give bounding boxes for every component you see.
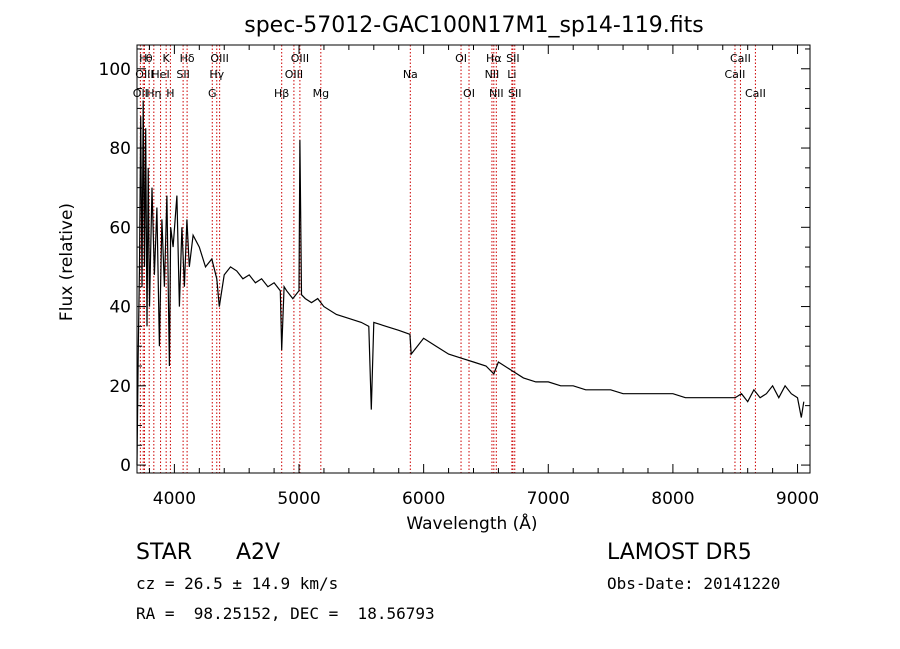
line-marker-label: SII <box>506 52 519 65</box>
x-tick-label: 7000 <box>527 489 570 509</box>
x-tick-label: 5000 <box>277 489 320 509</box>
line-marker-label: NII <box>489 87 504 100</box>
redshift-velocity: cz = 26.5 ± 14.9 km/s <box>136 574 339 593</box>
line-marker-label: Na <box>403 68 418 81</box>
line-marker-label: Mg <box>313 87 329 100</box>
line-marker-label: CaII <box>745 87 766 100</box>
y-tick-label: 20 <box>109 377 131 397</box>
plot-frame <box>136 44 811 474</box>
x-axis-ticks: 4000 5000 6000 7000 8000 9000 <box>148 45 819 509</box>
survey-name: LAMOST DR5 <box>607 540 752 565</box>
line-marker-label: HeI <box>151 68 169 81</box>
line-marker-label: SII <box>508 87 521 100</box>
chart-title: spec-57012-GAC100N17M1_sp14-119.fits <box>244 13 704 38</box>
line-marker-label: CaII <box>730 52 751 65</box>
object-class: STAR <box>136 540 193 565</box>
line-marker-label: OIII <box>291 52 309 65</box>
y-axis-label: Flux (relative) <box>57 203 77 321</box>
y-tick-label: 60 <box>109 218 131 238</box>
line-marker-label: OIII <box>210 52 228 65</box>
y-tick-label: 100 <box>99 60 131 80</box>
x-axis-label: Wavelength (Å) <box>406 512 537 534</box>
line-marker-label: Hδ <box>180 52 195 65</box>
line-marker-label: NII <box>485 68 500 81</box>
object-subclass: A2V <box>236 540 281 565</box>
line-marker-label: Li <box>507 68 516 81</box>
line-marker-label: SII <box>176 68 189 81</box>
line-marker-label: CaII <box>725 68 746 81</box>
line-marker-label: OI <box>463 87 475 100</box>
line-marker-label: K <box>163 52 171 65</box>
line-marker-label: Hη <box>146 87 161 100</box>
spectrum-series-line <box>136 100 805 466</box>
line-marker-label: G <box>208 87 217 100</box>
line-marker-label: Hα <box>486 52 502 65</box>
x-tick-label: 8000 <box>651 489 694 509</box>
x-tick-label: 9000 <box>776 489 819 509</box>
x-tick-label: 6000 <box>402 489 445 509</box>
y-tick-label: 40 <box>109 298 131 318</box>
y-axis-ticks: 0 20 40 60 80 100 <box>99 48 810 476</box>
x-tick-label: 4000 <box>153 489 196 509</box>
line-marker-label: H <box>166 87 174 100</box>
observation-date: Obs-Date: 20141220 <box>607 574 781 593</box>
line-marker-labels: OIIHOIIIθHηHeIKHSIIHδGHγOIIIHβOIIIOIIIMg… <box>133 52 766 100</box>
line-marker-label: θ <box>146 52 153 65</box>
sky-coordinates: RA = 98.25152, DEC = 18.56793 <box>136 604 435 623</box>
line-marker-label: Hγ <box>209 68 224 81</box>
line-marker-label: OIII <box>135 68 153 81</box>
line-marker-label: OIII <box>285 68 303 81</box>
line-markers <box>139 45 756 473</box>
line-marker-label: H <box>139 52 147 65</box>
line-marker-label: Hβ <box>274 87 289 100</box>
y-tick-label: 80 <box>109 139 131 159</box>
y-tick-label: 0 <box>120 456 131 476</box>
line-marker-label: OI <box>455 52 467 65</box>
